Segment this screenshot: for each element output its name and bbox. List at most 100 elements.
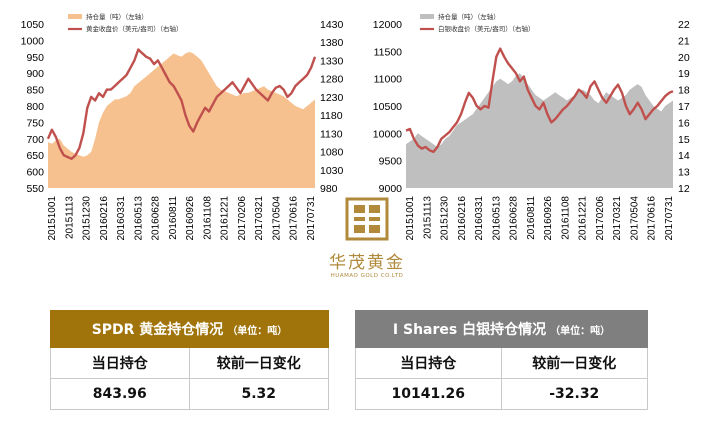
y-left-tick-label: 650 — [26, 150, 44, 162]
x-tick-label: 20160331 — [116, 196, 127, 241]
y-left-tick-label: 1050 — [21, 19, 45, 31]
legend-label-holdings: 持仓量（吨）（左轴） — [438, 12, 500, 21]
x-tick-label: 20160811 — [168, 196, 179, 240]
y-right-tick-label: 1030 — [320, 165, 344, 177]
ishares-change-value: -32.32 — [549, 386, 600, 402]
x-tick-label: 20161108 — [202, 196, 213, 240]
x-tick-label: 20151230 — [440, 196, 451, 241]
x-tick-label: 20160513 — [133, 196, 144, 241]
chart-spdr-gold: 1050 1000 950 900 850 800 750 700 650 600 550 1430 1… — [21, 12, 344, 241]
spdr-col-change-header: 较前一日变化 — [189, 348, 328, 379]
x-tick-label: 20151001 — [47, 196, 58, 241]
y-left-tick-label: 600 — [26, 167, 44, 179]
legend-label-holdings: 持仓量（吨）（左轴） — [86, 12, 148, 21]
line-series-close-price — [405, 47, 674, 154]
y-left-tick-label: 750 — [26, 117, 44, 129]
spdr-holdings-panel: SPDR 黄金持仓情况 （单位：吨） 当日持仓 较前一日变化 843.96 5.… — [50, 310, 329, 410]
y-right-tick-label: 1230 — [320, 92, 344, 104]
spdr-col-holding-header: 当日持仓 — [51, 348, 190, 379]
chart-ishares-silver: 1200011500110001050010000950090002221201… — [373, 12, 690, 241]
y-left-tick-label: 11500 — [374, 46, 403, 58]
ishares-col-change-header: 较前一日变化 — [501, 348, 647, 379]
x-tick-label: 20170616 — [289, 196, 300, 241]
x-tick-label: 20170504 — [271, 196, 282, 241]
y-left-tick-label: 900 — [26, 68, 44, 80]
y-left-tick-label: 1000 — [21, 35, 45, 47]
legend-swatch-holdings — [68, 14, 82, 19]
x-tick-label: 20170731 — [306, 196, 317, 241]
line-series-close-price — [46, 48, 317, 161]
y-right-tick-label: 18 — [678, 85, 690, 97]
ishares-title: I Shares 白银持仓情况 — [392, 322, 547, 338]
y-right-tick-label: 20 — [678, 52, 690, 64]
x-tick-label: 20151001 — [405, 196, 416, 241]
y-right-tick-label: 1430 — [320, 19, 344, 31]
ishares-holdings-panel: I Shares 白银持仓情况 （单位：吨） 当日持仓 较前一日变化 10141… — [355, 310, 648, 410]
y-left-tick-label: 11000 — [374, 74, 403, 86]
spdr-unit: （单位：吨） — [227, 325, 288, 337]
y-right-tick-label: 1330 — [320, 55, 344, 67]
y-right-tick-label: 1130 — [320, 128, 343, 140]
y-right-tick-label: 1080 — [320, 147, 344, 159]
x-tick-label: 20160628 — [509, 196, 520, 241]
spdr-holding-value: 843.96 — [51, 379, 190, 409]
area-series-holdings — [48, 51, 315, 189]
x-tick-label: 20170321 — [254, 196, 265, 241]
y-left-tick-label: 12000 — [373, 19, 402, 31]
y-right-tick-label: 17 — [678, 101, 690, 113]
x-tick-label: 20161221 — [578, 196, 589, 241]
y-right-tick-label: 1180 — [320, 110, 343, 122]
x-tick-label: 20160513 — [491, 196, 502, 241]
x-tick-label: 20160628 — [151, 196, 162, 241]
x-tick-label: 20160926 — [543, 196, 554, 241]
x-tick-label: 20170321 — [612, 196, 623, 241]
y-left-tick-label: 10000 — [373, 128, 402, 140]
x-tick-label: 20170731 — [664, 196, 675, 241]
spdr-panel-header: SPDR 黄金持仓情况 （单位：吨） — [50, 310, 329, 348]
y-left-tick-label: 800 — [26, 101, 44, 113]
x-tick-label: 20170206 — [595, 196, 606, 241]
y-left-tick-label: 700 — [26, 134, 44, 146]
x-tick-label: 20160331 — [474, 196, 485, 241]
logo-subtitle: HUAMAO GOLD CO.LTD — [330, 273, 404, 279]
x-tick-label: 20170206 — [237, 196, 248, 241]
y-left-tick-label: 9000 — [379, 183, 403, 195]
y-right-tick-label: 1280 — [320, 74, 344, 86]
ishares-unit: （单位：吨） — [550, 325, 611, 337]
legend-swatch-holdings — [420, 14, 434, 19]
legend-label-price: 白银收盘价（美元/盎司）（右轴） — [438, 24, 534, 33]
y-right-tick-label: 13 — [678, 167, 690, 179]
y-right-tick-label: 21 — [678, 35, 690, 47]
x-tick-label: 20160926 — [185, 196, 196, 241]
spdr-table: 当日持仓 较前一日变化 843.96 5.32 — [50, 348, 329, 410]
y-left-tick-label: 850 — [26, 85, 44, 97]
y-right-tick-label: 1380 — [320, 37, 344, 49]
y-right-tick-label: 16 — [678, 117, 690, 129]
spdr-change-value: 5.32 — [241, 386, 277, 402]
y-right-tick-label: 19 — [678, 68, 690, 80]
x-tick-label: 20160216 — [457, 196, 468, 241]
legend-label-price: 黄金收盘价（美元/盎司）（右轴） — [86, 24, 182, 33]
ishares-col-holding-header: 当日持仓 — [356, 348, 502, 379]
ishares-table: 当日持仓 较前一日变化 10141.26 -32.32 — [355, 348, 648, 410]
x-tick-label: 20160811 — [526, 196, 537, 240]
x-tick-label: 20160216 — [99, 196, 110, 241]
y-right-tick-label: 12 — [678, 183, 690, 195]
y-right-tick-label: 15 — [678, 134, 690, 146]
charts-canvas: 1050 1000 950 900 850 800 750 700 650 600 550 1430 1… — [21, 12, 690, 241]
y-right-tick-label: 22 — [678, 19, 690, 31]
x-tick-label: 20151113 — [422, 196, 433, 239]
x-tick-label: 20151230 — [82, 196, 93, 241]
y-left-tick-label: 550 — [26, 183, 44, 195]
huamao-logo: 华茂黄金 HUAMAO GOLD CO.LTD — [318, 196, 416, 279]
ishares-panel-header: I Shares 白银持仓情况 （单位：吨） — [355, 310, 648, 348]
x-tick-label: 20151113 — [64, 196, 75, 239]
x-tick-label: 20161108 — [560, 196, 571, 240]
y-right-tick-label: 14 — [678, 150, 690, 162]
y-left-tick-label: 10500 — [373, 101, 402, 113]
y-left-tick-label: 950 — [26, 52, 44, 64]
x-tick-label: 20170504 — [629, 196, 640, 241]
ishares-holding-value: 10141.26 — [356, 379, 502, 409]
logo-name: 华茂黄金 — [329, 253, 405, 273]
logo-emblem-icon — [345, 197, 389, 241]
